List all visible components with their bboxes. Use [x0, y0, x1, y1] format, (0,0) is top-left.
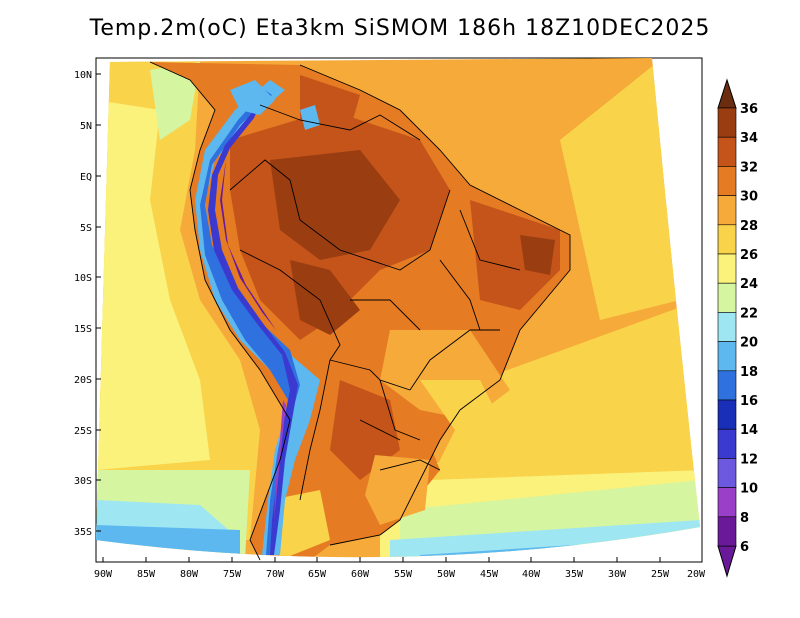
colorbar-label: 14: [740, 423, 758, 438]
lat-label: 35S: [74, 527, 92, 538]
lon-label: 70W: [266, 569, 285, 580]
colorbar-bin: [717, 195, 737, 226]
colorbar-bin: [717, 370, 737, 401]
colorbar-bin: [717, 224, 737, 255]
colorbar-label: 26: [740, 248, 758, 263]
colorbar-label: 24: [740, 277, 758, 292]
lat-label: 15S: [74, 324, 92, 335]
lon-label: 30W: [608, 569, 627, 580]
colorbar-bin: [717, 458, 737, 488]
lat-label: 30S: [74, 476, 92, 487]
colorbar-bin: [717, 253, 737, 284]
lat-label: 5N: [80, 121, 92, 132]
colorbar-bin: [717, 136, 737, 167]
colorbar-bin: [717, 399, 737, 430]
colorbar-label: 8: [740, 511, 749, 526]
lon-label: 60W: [351, 569, 370, 580]
colorbar-bottom-arrow: [717, 545, 737, 578]
colorbar-label: 28: [740, 219, 758, 234]
lat-label: EQ: [80, 172, 92, 183]
colorbar: 36 34 32 30 28 26 24 22 20 18 16 14 12 10 8 6: [717, 78, 758, 578]
temperature-field: [96, 58, 700, 558]
colorbar-label: 10: [740, 482, 758, 497]
lon-label: 45W: [480, 569, 499, 580]
colorbar-label: 32: [740, 160, 758, 175]
lon-label: 50W: [437, 569, 456, 580]
lon-label: 35W: [565, 569, 584, 580]
lon-label: 55W: [394, 569, 413, 580]
lat-axis: 10N 5N EQ 5S 10S 15S 20S 25S 30S 35S: [74, 70, 101, 538]
lon-label: 85W: [137, 569, 156, 580]
colorbar-bin: [717, 107, 737, 138]
colorbar-label: 12: [740, 452, 758, 467]
colorbar-label: 20: [740, 336, 758, 351]
lon-axis: 90W 85W 80W 75W 70W 65W 60W 55W 50W 45W …: [94, 557, 706, 580]
lat-label: 10N: [74, 70, 92, 81]
colorbar-label: 36: [740, 102, 758, 117]
lon-label: 75W: [223, 569, 242, 580]
lon-label: 25W: [651, 569, 670, 580]
colorbar-bin: [717, 487, 737, 518]
lon-label: 20W: [687, 569, 706, 580]
colorbar-bin: [717, 312, 737, 342]
colorbar-bin: [717, 282, 737, 313]
lon-label: 40W: [522, 569, 541, 580]
lon-label: 80W: [180, 569, 199, 580]
colorbar-label: 16: [740, 394, 758, 409]
lat-label: 10S: [74, 273, 92, 284]
colorbar-bin: [717, 428, 737, 459]
colorbar-top-arrow: [717, 78, 737, 109]
colorbar-bin: [717, 166, 737, 196]
colorbar-label: 34: [740, 131, 758, 146]
lat-label: 25S: [74, 426, 92, 437]
country-borders: [149, 61, 571, 561]
lon-label: 90W: [94, 569, 113, 580]
map-title: Temp.2m(oC) Eta3km SiSMOM 186h 18Z10DEC2…: [89, 16, 711, 41]
colorbar-label: 22: [740, 306, 758, 321]
lon-label: 65W: [308, 569, 327, 580]
colorbar-label: 6: [740, 540, 749, 555]
lat-label: 20S: [74, 375, 92, 386]
lat-label: 5S: [80, 223, 92, 234]
colorbar-bin: [717, 341, 737, 372]
colorbar-label: 18: [740, 365, 758, 380]
colorbar-bin: [717, 516, 737, 547]
colorbar-label: 30: [740, 190, 758, 205]
